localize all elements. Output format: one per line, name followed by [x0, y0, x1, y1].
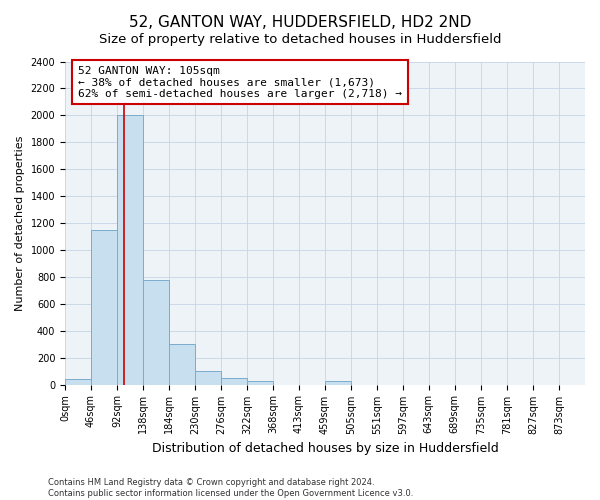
Bar [143, 280, 169, 384]
Text: 52, GANTON WAY, HUDDERSFIELD, HD2 2ND: 52, GANTON WAY, HUDDERSFIELD, HD2 2ND [129, 15, 471, 30]
Bar [169, 344, 195, 385]
Text: 52 GANTON WAY: 105sqm
← 38% of detached houses are smaller (1,673)
62% of semi-d: 52 GANTON WAY: 105sqm ← 38% of detached … [78, 66, 402, 98]
Text: Contains HM Land Registry data © Crown copyright and database right 2024.
Contai: Contains HM Land Registry data © Crown c… [48, 478, 413, 498]
Bar [221, 378, 247, 384]
Bar [247, 380, 273, 384]
Text: Size of property relative to detached houses in Huddersfield: Size of property relative to detached ho… [99, 32, 501, 46]
Bar [195, 371, 221, 384]
Bar [91, 230, 117, 384]
Bar [65, 379, 91, 384]
Y-axis label: Number of detached properties: Number of detached properties [15, 136, 25, 310]
Bar [117, 116, 143, 384]
Bar [325, 380, 351, 384]
X-axis label: Distribution of detached houses by size in Huddersfield: Distribution of detached houses by size … [152, 442, 499, 455]
